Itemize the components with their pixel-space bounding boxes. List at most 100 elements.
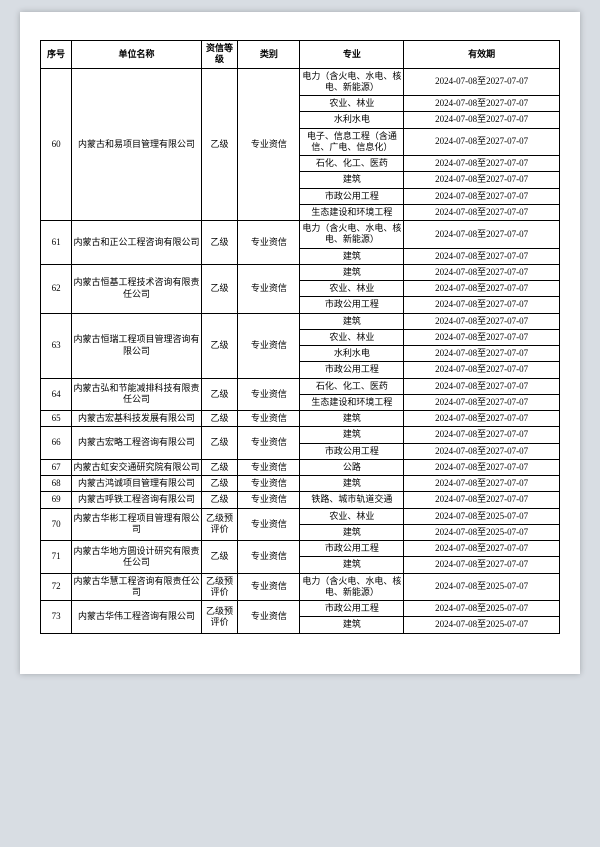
table-row: 72内蒙古华慧工程咨询有限责任公司乙级预评价专业资信电力（含火电、水电、核电、新… [41, 573, 560, 601]
cell-spec: 电力（含火电、水电、核电、新能源） [300, 573, 404, 601]
cell-seq: 70 [41, 508, 72, 541]
cell-valid: 2024-07-08至2027-07-07 [404, 156, 560, 172]
cell-cat: 专业资信 [238, 378, 300, 411]
cell-cat: 专业资信 [238, 476, 300, 492]
table-row: 68内蒙古鸿诚项目管理有限公司乙级专业资信建筑2024-07-08至2027-0… [41, 476, 560, 492]
cell-valid: 2024-07-08至2027-07-07 [404, 492, 560, 508]
cell-name: 内蒙古恒瑞工程项目管理咨询有限公司 [72, 313, 202, 378]
table-row: 65内蒙古宏基科技发展有限公司乙级专业资信建筑2024-07-08至2027-0… [41, 411, 560, 427]
cell-cat: 专业资信 [238, 411, 300, 427]
cell-valid: 2024-07-08至2027-07-07 [404, 112, 560, 128]
cell-valid: 2024-07-08至2027-07-07 [404, 329, 560, 345]
cell-valid: 2024-07-08至2027-07-07 [404, 459, 560, 475]
cell-cat: 专业资信 [238, 459, 300, 475]
cell-cat: 专业资信 [238, 68, 300, 221]
col-name: 单位名称 [72, 41, 202, 69]
cell-seq: 64 [41, 378, 72, 411]
cell-grade: 乙级预评价 [201, 573, 237, 601]
document-page: 序号 单位名称 资信等级 类别 专业 有效期 60内蒙古和易项目管理有限公司乙级… [20, 12, 580, 674]
cell-valid: 2024-07-08至2027-07-07 [404, 221, 560, 249]
cell-name: 内蒙古华彬工程项目管理有限公司 [72, 508, 202, 541]
table-row: 67内蒙古虹安交通研究院有限公司乙级专业资信公路2024-07-08至2027-… [41, 459, 560, 475]
cell-seq: 65 [41, 411, 72, 427]
cell-valid: 2024-07-08至2025-07-07 [404, 617, 560, 633]
table-row: 70内蒙古华彬工程项目管理有限公司乙级预评价专业资信农业、林业2024-07-0… [41, 508, 560, 524]
cell-valid: 2024-07-08至2027-07-07 [404, 394, 560, 410]
cell-name: 内蒙古弘和节能减排科技有限责任公司 [72, 378, 202, 411]
col-valid: 有效期 [404, 41, 560, 69]
col-cat: 类别 [238, 41, 300, 69]
cell-grade: 乙级 [201, 264, 237, 313]
cell-seq: 60 [41, 68, 72, 221]
cell-spec: 建筑 [300, 264, 404, 280]
cell-spec: 农业、林业 [300, 281, 404, 297]
cell-valid: 2024-07-08至2027-07-07 [404, 557, 560, 573]
cell-valid: 2024-07-08至2025-07-07 [404, 573, 560, 601]
cell-cat: 专业资信 [238, 508, 300, 541]
cell-spec: 建筑 [300, 427, 404, 443]
cell-seq: 73 [41, 601, 72, 634]
cell-cat: 专业资信 [238, 427, 300, 460]
table-row: 66内蒙古宏略工程咨询有限公司乙级专业资信建筑2024-07-08至2027-0… [41, 427, 560, 443]
cell-grade: 乙级 [201, 313, 237, 378]
cell-spec: 生态建设和环境工程 [300, 394, 404, 410]
cell-name: 内蒙古和正公工程咨询有限公司 [72, 221, 202, 265]
cell-valid: 2024-07-08至2027-07-07 [404, 443, 560, 459]
cell-valid: 2024-07-08至2027-07-07 [404, 313, 560, 329]
cell-spec: 市政公用工程 [300, 297, 404, 313]
cell-name: 内蒙古恒基工程技术咨询有限责任公司 [72, 264, 202, 313]
cell-valid: 2024-07-08至2027-07-07 [404, 362, 560, 378]
cell-valid: 2024-07-08至2027-07-07 [404, 264, 560, 280]
cell-spec: 电力（含火电、水电、核电、新能源） [300, 221, 404, 249]
cell-grade: 乙级 [201, 68, 237, 221]
cell-spec: 市政公用工程 [300, 362, 404, 378]
cell-spec: 建筑 [300, 411, 404, 427]
cell-valid: 2024-07-08至2027-07-07 [404, 172, 560, 188]
cell-grade: 乙级 [201, 378, 237, 411]
cell-seq: 61 [41, 221, 72, 265]
cell-cat: 专业资信 [238, 313, 300, 378]
cell-valid: 2024-07-08至2027-07-07 [404, 248, 560, 264]
cell-spec: 水利水电 [300, 112, 404, 128]
cell-name: 内蒙古华伟工程咨询有限公司 [72, 601, 202, 634]
cell-name: 内蒙古宏基科技发展有限公司 [72, 411, 202, 427]
cell-spec: 铁路、城市轨道交通 [300, 492, 404, 508]
cell-valid: 2024-07-08至2027-07-07 [404, 378, 560, 394]
cell-valid: 2024-07-08至2027-07-07 [404, 96, 560, 112]
cell-grade: 乙级 [201, 427, 237, 460]
qualification-table: 序号 单位名称 资信等级 类别 专业 有效期 60内蒙古和易项目管理有限公司乙级… [40, 40, 560, 634]
cell-name: 内蒙古和易项目管理有限公司 [72, 68, 202, 221]
cell-grade: 乙级 [201, 459, 237, 475]
cell-spec: 建筑 [300, 172, 404, 188]
cell-spec: 公路 [300, 459, 404, 475]
table-row: 61内蒙古和正公工程咨询有限公司乙级专业资信电力（含火电、水电、核电、新能源）2… [41, 221, 560, 249]
cell-valid: 2024-07-08至2027-07-07 [404, 297, 560, 313]
cell-spec: 市政公用工程 [300, 541, 404, 557]
cell-name: 内蒙古宏略工程咨询有限公司 [72, 427, 202, 460]
cell-spec: 生态建设和环境工程 [300, 204, 404, 220]
cell-seq: 63 [41, 313, 72, 378]
cell-spec: 石化、化工、医药 [300, 156, 404, 172]
cell-spec: 电子、信息工程（含通信、广电、信息化） [300, 128, 404, 156]
cell-seq: 72 [41, 573, 72, 601]
cell-valid: 2024-07-08至2025-07-07 [404, 601, 560, 617]
cell-grade: 乙级 [201, 411, 237, 427]
cell-grade: 乙级 [201, 476, 237, 492]
cell-valid: 2024-07-08至2027-07-07 [404, 541, 560, 557]
cell-valid: 2024-07-08至2027-07-07 [404, 476, 560, 492]
cell-cat: 专业资信 [238, 264, 300, 313]
cell-spec: 建筑 [300, 617, 404, 633]
cell-valid: 2024-07-08至2027-07-07 [404, 128, 560, 156]
cell-seq: 66 [41, 427, 72, 460]
cell-grade: 乙级 [201, 492, 237, 508]
cell-spec: 农业、林业 [300, 508, 404, 524]
cell-valid: 2024-07-08至2027-07-07 [404, 281, 560, 297]
cell-cat: 专业资信 [238, 573, 300, 601]
cell-grade: 乙级 [201, 221, 237, 265]
table-row: 63内蒙古恒瑞工程项目管理咨询有限公司乙级专业资信建筑2024-07-08至20… [41, 313, 560, 329]
cell-valid: 2024-07-08至2027-07-07 [404, 411, 560, 427]
cell-valid: 2024-07-08至2027-07-07 [404, 188, 560, 204]
cell-seq: 71 [41, 541, 72, 574]
col-seq: 序号 [41, 41, 72, 69]
table-body: 60内蒙古和易项目管理有限公司乙级专业资信电力（含火电、水电、核电、新能源）20… [41, 68, 560, 633]
